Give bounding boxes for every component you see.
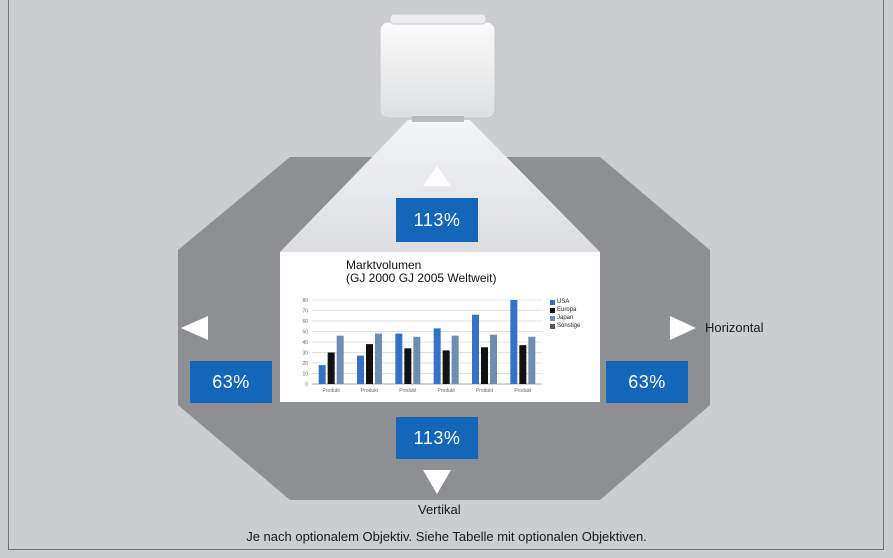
projected-screen: Marktvolumen (GJ 2000 GJ 2005 Weltweit) … bbox=[280, 252, 600, 402]
legend-item: Japan bbox=[550, 315, 573, 321]
x-tick-label: Produkt bbox=[361, 388, 379, 394]
bar bbox=[481, 347, 488, 384]
projector-icon bbox=[379, 13, 496, 122]
bar bbox=[395, 333, 403, 384]
legend-label: Sonstige bbox=[557, 323, 581, 329]
y-tick-label: 30 bbox=[302, 351, 308, 357]
legend-swatch bbox=[550, 299, 555, 305]
x-tick-label: Produkt bbox=[476, 388, 494, 394]
bar bbox=[366, 344, 373, 384]
legend-item: Europa bbox=[550, 307, 576, 313]
right-shift-value: 63% bbox=[606, 361, 688, 403]
bar bbox=[318, 365, 326, 384]
bar bbox=[413, 336, 421, 384]
arrow-down-icon bbox=[423, 470, 451, 494]
bar bbox=[404, 348, 412, 384]
bar bbox=[451, 335, 459, 384]
chart-subtitle: (GJ 2000 GJ 2005 Weltweit) bbox=[346, 271, 497, 285]
bar bbox=[472, 314, 479, 384]
horizontal-label: Horizontal bbox=[705, 320, 764, 335]
y-tick-label: 0 bbox=[305, 382, 308, 388]
bar bbox=[375, 333, 382, 384]
left-shift-value: 63% bbox=[190, 361, 272, 403]
legend-label: Japan bbox=[557, 315, 574, 321]
top-shift-value: 113% bbox=[396, 198, 478, 242]
y-tick-label: 70 bbox=[302, 309, 308, 315]
legend-item: USA bbox=[550, 299, 569, 305]
x-tick-label: Produkt bbox=[438, 388, 456, 394]
x-tick-label: Produkt bbox=[323, 388, 341, 394]
bar bbox=[528, 336, 536, 384]
vertical-label: Vertikal bbox=[418, 502, 461, 517]
bar bbox=[442, 350, 450, 384]
legend-swatch bbox=[550, 323, 555, 329]
bar bbox=[510, 300, 518, 384]
bar bbox=[519, 345, 527, 384]
bar bbox=[490, 334, 497, 384]
x-tick-label: Produkt bbox=[399, 388, 417, 394]
bar bbox=[327, 352, 335, 384]
y-tick-label: 20 bbox=[302, 361, 308, 367]
bar bbox=[357, 355, 364, 384]
legend-swatch bbox=[550, 307, 555, 313]
y-tick-label: 80 bbox=[302, 298, 308, 304]
bar-chart: 0 10 20 30 40 50 60 70 80 Produkt Produkt Produkt Pr… bbox=[302, 298, 542, 394]
legend-item: Sonstige bbox=[550, 323, 580, 329]
bar bbox=[336, 335, 344, 384]
legend-swatch bbox=[550, 315, 555, 321]
arrow-up-icon bbox=[423, 166, 451, 186]
bar bbox=[433, 328, 441, 384]
arrow-left-icon bbox=[181, 316, 208, 340]
legend-label: USA bbox=[557, 299, 570, 305]
chart-title: Marktvolumen bbox=[346, 258, 422, 272]
y-tick-label: 10 bbox=[302, 372, 308, 378]
y-tick-label: 50 bbox=[302, 330, 308, 336]
arrow-right-icon bbox=[670, 316, 696, 340]
legend-label: Europa bbox=[557, 307, 577, 313]
y-tick-label: 40 bbox=[302, 340, 308, 346]
footnote-caption: Je nach optionalem Objektiv. Siehe Tabel… bbox=[246, 529, 647, 544]
x-tick-label: Produkt bbox=[514, 388, 532, 394]
diagram-frame bbox=[8, 0, 884, 550]
y-tick-label: 60 bbox=[302, 319, 308, 325]
bottom-shift-value: 113% bbox=[396, 417, 478, 459]
